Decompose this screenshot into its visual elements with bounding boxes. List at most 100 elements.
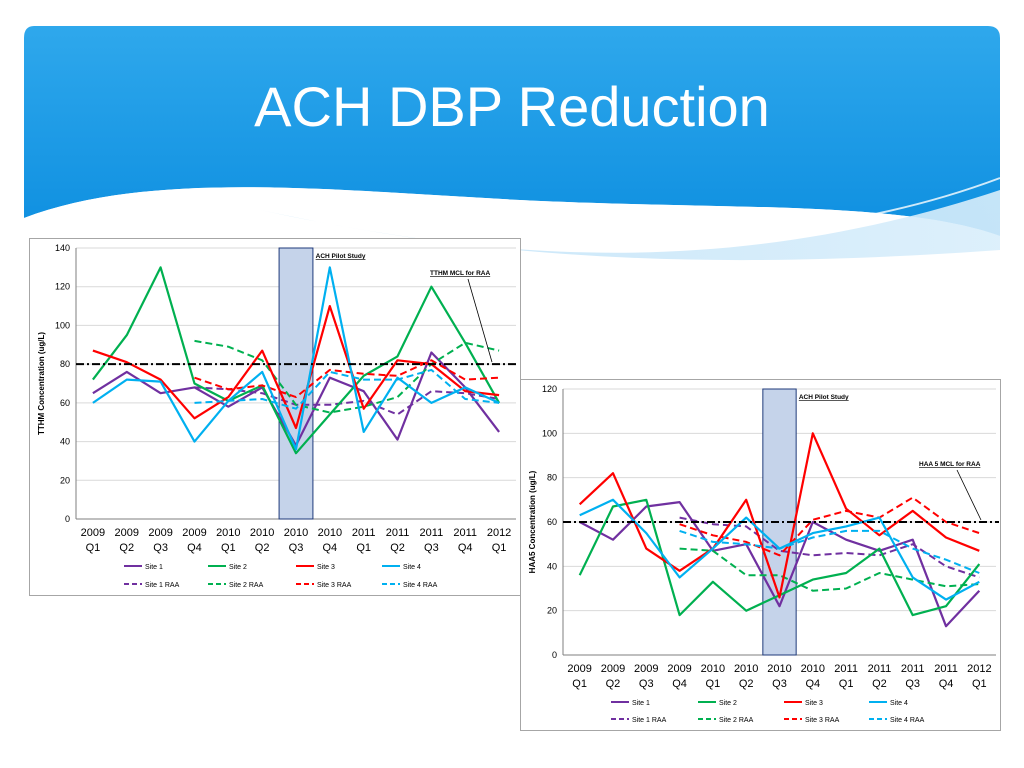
x-tick-label: Q4 — [323, 542, 338, 554]
x-tick-label: Q4 — [672, 678, 687, 690]
legend-label: Site 1 RAA — [632, 717, 667, 724]
x-tick-label: 2011 — [834, 663, 858, 675]
x-tick-label: 2011 — [868, 663, 892, 675]
x-tick-label: 2009 — [148, 527, 172, 539]
x-tick-label: 2009 — [567, 663, 591, 675]
legend-label: Site 3 RAA — [317, 582, 352, 589]
legend-label: Site 2 RAA — [719, 717, 754, 724]
series-line-site-2 — [92, 266, 501, 455]
tthm-chart: 0 20 40 60 80 100 120 140 TTHM Concentration (ug… — [37, 243, 519, 589]
x-tick-label: 2010 — [767, 663, 791, 675]
x-tick-label: 2010 — [284, 527, 308, 539]
legend-label: Site 4 — [890, 700, 908, 707]
tthm-chart-panel: 0 20 40 60 80 100 120 140 TTHM Concentration (ug… — [29, 238, 521, 596]
x-tick-label: 2011 — [420, 527, 444, 539]
x-tick-label: Q3 — [639, 678, 654, 690]
x-tick-label: 2009 — [634, 663, 658, 675]
mcl-label: TTHM MCL for RAA — [430, 270, 490, 277]
pilot-study-label: ACH Pilot Study — [316, 253, 366, 260]
x-tick-label: Q2 — [255, 542, 270, 554]
x-tick-label: 2012 — [487, 527, 511, 539]
y-axis-label: HAA5 Concentration (ug/L) — [528, 470, 537, 573]
legend-label: Site 1 — [632, 700, 650, 707]
series-line-site-4-raa — [194, 368, 500, 410]
x-tick-label: 2009 — [115, 527, 139, 539]
x-tick-label: 2009 — [601, 663, 625, 675]
y-tick-label: 40 — [60, 437, 70, 447]
y-tick-label: 100 — [542, 428, 557, 438]
header-background — [24, 26, 1000, 236]
legend-label: Site 3 — [317, 564, 335, 571]
y-tick-label: 60 — [547, 517, 557, 527]
x-tick-label: Q2 — [390, 542, 405, 554]
x-tick-label: 2011 — [901, 663, 925, 675]
mcl-pointer — [956, 469, 982, 521]
y-tick-label: 0 — [65, 514, 70, 524]
legend-label: Site 2 — [229, 564, 247, 571]
x-tick-label: 2010 — [701, 663, 725, 675]
y-tick-label: 20 — [547, 606, 557, 616]
x-tick-label: Q1 — [572, 678, 587, 690]
legend-label: Site 2 — [719, 700, 737, 707]
x-tick-label: Q3 — [905, 678, 920, 690]
legend-label: Site 1 RAA — [145, 582, 180, 589]
legend-label: Site 3 RAA — [805, 717, 840, 724]
mcl-label: HAA 5 MCL for RAA — [919, 461, 981, 468]
series-line-site-2-raa — [194, 339, 500, 414]
haa5-chart-panel: 0 20 40 60 80 100 120 HAA5 Concentration (ug/L)… — [520, 379, 1001, 731]
legend-label: Site 4 — [403, 564, 421, 571]
x-tick-label: 2009 — [81, 527, 105, 539]
x-tick-label: Q3 — [772, 678, 787, 690]
x-tick-label: 2010 — [216, 527, 240, 539]
x-tick-label: 2009 — [667, 663, 691, 675]
series-line-site-4-raa — [679, 529, 980, 574]
series-line-site-3-raa — [679, 496, 980, 557]
x-tick-label: Q2 — [119, 542, 134, 554]
y-tick-label: 40 — [547, 561, 557, 571]
x-tick-label: Q4 — [187, 542, 202, 554]
y-tick-label: 80 — [547, 473, 557, 483]
series-line-site-3 — [578, 432, 980, 599]
x-tick-label: Q2 — [606, 678, 621, 690]
x-tick-label: 2010 — [734, 663, 758, 675]
x-tick-label: Q3 — [289, 542, 304, 554]
header-wave-band — [260, 190, 1000, 261]
x-tick-label: Q1 — [706, 678, 721, 690]
pilot-study-label: ACH Pilot Study — [799, 394, 849, 401]
x-tick-label: 2011 — [386, 527, 410, 539]
x-tick-label: 2011 — [934, 663, 958, 675]
x-tick-label: 2010 — [318, 527, 342, 539]
x-tick-label: Q3 — [153, 542, 168, 554]
haa5-chart: 0 20 40 60 80 100 120 HAA5 Concentration (ug/L)… — [528, 384, 999, 724]
x-tick-label: Q1 — [221, 542, 236, 554]
y-tick-label: 120 — [55, 282, 70, 292]
x-tick-label: 2010 — [801, 663, 825, 675]
x-tick-label: 2009 — [182, 527, 206, 539]
series-line-site-2-raa — [679, 547, 980, 592]
x-tick-label: 2012 — [967, 663, 991, 675]
legend-label: Site 3 — [805, 700, 823, 707]
series-line-site-3-raa — [194, 359, 500, 399]
header-wave-line — [299, 177, 1001, 237]
x-tick-label: Q2 — [739, 678, 754, 690]
x-tick-label: Q2 — [872, 678, 887, 690]
x-tick-label: Q1 — [972, 678, 987, 690]
x-tick-label: Q4 — [458, 542, 473, 554]
legend-label: Site 1 — [145, 564, 163, 571]
y-tick-label: 0 — [552, 650, 557, 660]
x-tick-label: Q1 — [492, 542, 507, 554]
y-tick-label: 80 — [60, 359, 70, 369]
x-tick-label: Q1 — [839, 678, 854, 690]
y-tick-label: 60 — [60, 398, 70, 408]
mcl-pointer — [467, 278, 493, 363]
x-tick-label: Q4 — [939, 678, 954, 690]
x-tick-label: 2011 — [453, 527, 477, 539]
series-line-site-1-raa — [194, 386, 500, 416]
series-line-site-1 — [579, 501, 981, 628]
y-tick-label: 100 — [55, 320, 70, 330]
legend-label: Site 2 RAA — [229, 582, 264, 589]
legend-label: Site 4 RAA — [890, 717, 925, 724]
y-tick-label: 120 — [542, 384, 557, 394]
y-tick-label: 20 — [60, 475, 70, 485]
